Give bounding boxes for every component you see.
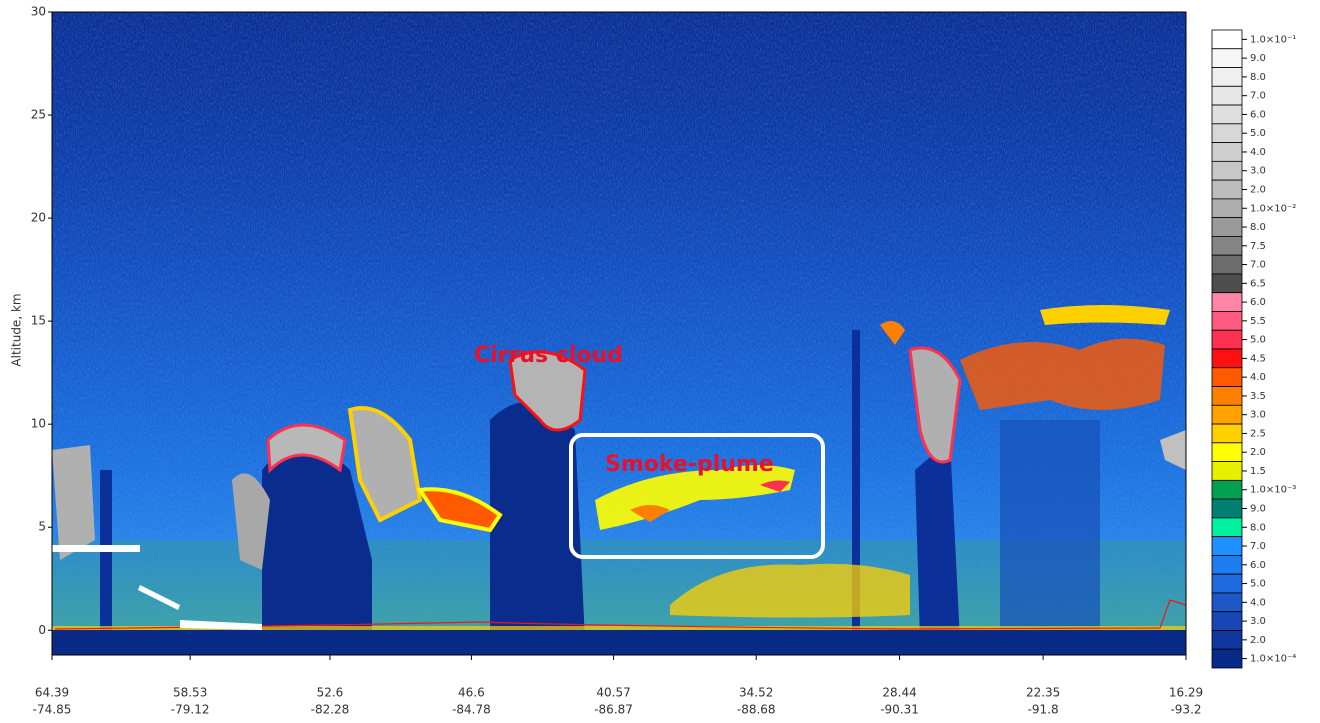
colorbar-swatch (1212, 49, 1242, 68)
colorbar-label: 7.5 (1250, 241, 1266, 252)
y-tick-label: 15 (31, 314, 46, 328)
annotation: Smoke-plume (605, 452, 774, 477)
colorbar-label: 1.0×10⁻³ (1250, 485, 1296, 496)
colorbar-label: 2.0 (1250, 185, 1266, 196)
colorbar-label: 7.0 (1250, 91, 1266, 102)
x-tick-label: 58.53 (173, 686, 207, 700)
colorbar-label: 6.0 (1250, 297, 1266, 308)
x-tick-label: 28.44 (882, 686, 916, 700)
colorbar-label: 2.0 (1250, 447, 1266, 458)
x-tick-longitude: -91.8 (1028, 703, 1059, 717)
colorbar-label: 4.5 (1250, 353, 1266, 364)
colorbar-label: 3.0 (1250, 410, 1266, 421)
colorbar-swatch (1212, 311, 1242, 330)
x-tick-label: 16.29 (1169, 686, 1203, 700)
colorbar-swatch (1212, 405, 1242, 424)
x-tick-label: 22.35 (1026, 686, 1060, 700)
colorbar-label: 5.0 (1250, 335, 1266, 346)
colorbar-swatch (1212, 293, 1242, 312)
colorbar-label: 8.0 (1250, 522, 1266, 533)
x-tick-label: 52.6 (317, 686, 344, 700)
colorbar-label: 1.5 (1250, 466, 1266, 477)
colorbar-swatch (1212, 555, 1242, 574)
colorbar-label: 4.0 (1250, 147, 1266, 158)
colorbar-label: 4.0 (1250, 597, 1266, 608)
colorbar-swatch (1212, 86, 1242, 105)
colorbar-swatch (1212, 443, 1242, 462)
colorbar-swatch (1212, 612, 1242, 631)
colorbar-swatch (1212, 68, 1242, 87)
x-tick-longitude: -82.28 (311, 703, 350, 717)
x-tick-label: 34.52 (739, 686, 773, 700)
x-tick-label: 64.39 (35, 686, 69, 700)
colorbar-label: 3.0 (1250, 616, 1266, 627)
colorbar-label: 5.0 (1250, 579, 1266, 590)
x-tick-longitude: -93.2 (1170, 703, 1201, 717)
colorbar-label: 2.0 (1250, 635, 1266, 646)
colorbar-label: 9.0 (1250, 53, 1266, 64)
y-tick-label: 30 (31, 5, 46, 19)
colorbar-swatch (1212, 218, 1242, 237)
colorbar-label: 3.0 (1250, 166, 1266, 177)
annotation: Cirrus cloud (474, 343, 623, 368)
colorbar-swatch (1212, 630, 1242, 649)
colorbar-label: 6.5 (1250, 278, 1266, 289)
colorbar-label: 4.0 (1250, 372, 1266, 383)
colorbar-swatch (1212, 274, 1242, 293)
y-tick-label: 10 (31, 417, 46, 431)
colorbar-swatch (1212, 30, 1242, 49)
x-tick-longitude: -79.12 (171, 703, 210, 717)
colorbar-swatch (1212, 236, 1242, 255)
colorbar-label: 8.0 (1250, 72, 1266, 83)
x-tick-longitude: -84.78 (452, 703, 491, 717)
colorbar-swatch (1212, 105, 1242, 124)
x-tick-longitude: -88.68 (737, 703, 776, 717)
colorbar-swatch (1212, 499, 1242, 518)
colorbar-swatch (1212, 255, 1242, 274)
y-tick-label: 5 (38, 520, 46, 534)
colorbar-swatch (1212, 462, 1242, 481)
colorbar-swatch (1212, 161, 1242, 180)
colorbar-swatch (1212, 180, 1242, 199)
colorbar-label: 7.0 (1250, 541, 1266, 552)
colorbar-label: 1.0×10⁻⁴ (1250, 654, 1296, 665)
colorbar-label: 9.0 (1250, 504, 1266, 515)
colorbar-label: 2.5 (1250, 428, 1266, 439)
x-tick-longitude: -86.87 (594, 703, 633, 717)
colorbar-swatch (1212, 387, 1242, 406)
y-tick-label: 20 (31, 211, 46, 225)
colorbar-label: 6.0 (1250, 109, 1266, 120)
colorbar-label: 5.5 (1250, 316, 1266, 327)
colorbar-label: 7.0 (1250, 260, 1266, 271)
colorbar-label: 8.0 (1250, 222, 1266, 233)
y-tick-label: 0 (38, 623, 46, 637)
x-tick-label: 40.57 (596, 686, 630, 700)
colorbar-label: 5.0 (1250, 128, 1266, 139)
colorbar-swatch (1212, 574, 1242, 593)
colorbar-label: 1.0×10⁻² (1250, 203, 1296, 214)
colorbar-swatch (1212, 330, 1242, 349)
y-tick-label: 25 (31, 108, 46, 122)
colorbar-label: 1.0×10⁻¹ (1250, 34, 1296, 45)
x-tick-longitude: -74.85 (33, 703, 72, 717)
page: {"chart_data": {"type": "heatmap", "ylab… (0, 0, 1320, 719)
colorbar-swatch (1212, 143, 1242, 162)
y-axis-label: Altitude, km (10, 293, 24, 366)
x-tick-label: 46.6 (458, 686, 485, 700)
x-tick-longitude: -90.31 (880, 703, 919, 717)
colorbar-label: 6.0 (1250, 560, 1266, 571)
colorbar-swatch (1212, 593, 1242, 612)
colorbar-swatch (1212, 349, 1242, 368)
colorbar-swatch (1212, 518, 1242, 537)
colorbar-swatch (1212, 649, 1242, 668)
colorbar-swatch (1212, 480, 1242, 499)
colorbar-swatch (1212, 424, 1242, 443)
colorbar-swatch (1212, 124, 1242, 143)
colorbar-label: 3.5 (1250, 391, 1266, 402)
colorbar-swatch (1212, 199, 1242, 218)
chart: Altitude, km Cirrus cloud Smoke-plume 1.… (0, 0, 1320, 719)
colorbar-swatch (1212, 368, 1242, 387)
colorbar: 1.0×10⁻¹ 9.0 8.0 7.0 6.0 5.0 4.0 3.0 2.0 1.0×10⁻²… (1212, 30, 1296, 668)
colorbar-swatch (1212, 537, 1242, 556)
